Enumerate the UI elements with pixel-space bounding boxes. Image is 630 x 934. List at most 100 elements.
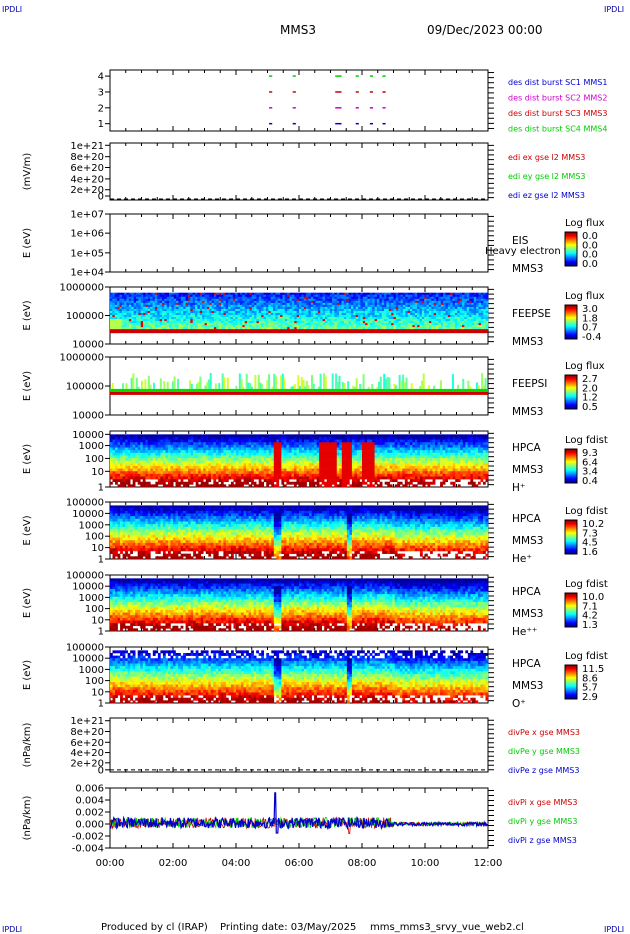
heatmap-cell bbox=[414, 308, 418, 312]
heatmap-cell bbox=[282, 298, 286, 302]
heatmap-cell bbox=[293, 465, 297, 469]
heatmap-cell bbox=[440, 323, 444, 326]
heatmap-cell bbox=[150, 450, 154, 454]
heatmap-cell bbox=[211, 294, 215, 298]
heatmap-cell bbox=[466, 310, 470, 314]
heatmap-cell bbox=[261, 458, 265, 461]
heatmap-cell bbox=[133, 292, 137, 296]
heatmap-cell bbox=[140, 468, 144, 472]
heatmap-cell bbox=[199, 300, 203, 304]
heatmap-cell bbox=[293, 484, 297, 488]
heatmap-cell bbox=[203, 484, 207, 488]
heatmap-cell bbox=[243, 463, 247, 467]
heatmap-cell bbox=[220, 434, 224, 438]
heatmap-cell bbox=[263, 314, 267, 318]
heatmap-cell bbox=[190, 460, 194, 464]
heatmap-cell bbox=[355, 302, 359, 306]
heatmap-cell bbox=[199, 304, 203, 308]
heatmap-cell bbox=[223, 308, 227, 312]
heatmap-cell bbox=[230, 304, 234, 308]
heatmap-cell bbox=[110, 317, 113, 320]
heatmap-cell bbox=[110, 296, 113, 300]
heatmap-cell bbox=[473, 317, 477, 320]
heatmap-cell bbox=[289, 312, 293, 316]
flux-spike bbox=[266, 380, 269, 389]
heatmap-cell bbox=[242, 319, 245, 322]
heatmap-cell bbox=[115, 458, 118, 461]
heatmap-cell bbox=[238, 447, 242, 451]
heatmap-cell bbox=[119, 308, 123, 312]
heatmap-cell bbox=[270, 312, 274, 316]
heatmap-cell bbox=[185, 442, 189, 446]
heatmap-cell bbox=[275, 304, 279, 308]
heatmap-cell bbox=[152, 317, 156, 320]
heatmap-cell bbox=[253, 471, 257, 475]
heatmap-cell bbox=[304, 460, 307, 464]
heatmap-cell bbox=[125, 473, 128, 477]
heatmap-cell bbox=[242, 310, 245, 314]
heatmap-cell bbox=[275, 306, 279, 310]
heatmap-cell bbox=[185, 300, 189, 304]
heatmap-cell bbox=[273, 452, 277, 456]
heatmap-cell bbox=[233, 434, 237, 438]
heatmap-cell bbox=[301, 476, 305, 480]
heatmap-cell bbox=[431, 327, 434, 330]
heatmap-cell bbox=[120, 458, 123, 461]
heatmap-cell bbox=[258, 296, 262, 300]
heatmap-cell bbox=[213, 463, 217, 467]
heatmap-cell bbox=[128, 304, 132, 308]
heatmap-cell bbox=[288, 468, 292, 472]
heatmap-cell bbox=[341, 314, 345, 318]
heatmap-cell bbox=[135, 479, 139, 483]
heatmap-cell bbox=[469, 294, 472, 298]
heatmap-cell bbox=[221, 308, 224, 312]
heatmap-cell bbox=[223, 444, 227, 448]
heatmap-cell bbox=[154, 300, 158, 304]
heatmap-cell bbox=[421, 323, 425, 326]
y-tick-label: 1e+21 bbox=[70, 141, 104, 152]
heatmap-cell bbox=[454, 327, 458, 330]
heatmap-cell bbox=[454, 302, 458, 306]
heatmap-cell bbox=[419, 294, 423, 298]
heatmap-cell bbox=[469, 306, 472, 310]
heatmap-cell bbox=[256, 296, 260, 300]
heatmap-cell bbox=[195, 471, 199, 475]
heatmap-cell bbox=[268, 481, 272, 485]
heatmap-cell bbox=[324, 294, 328, 298]
heatmap-cell bbox=[310, 310, 314, 314]
heatmap-cell bbox=[225, 442, 229, 446]
heatmap-cell bbox=[203, 455, 207, 459]
heatmap-cell bbox=[157, 460, 161, 464]
heatmap-cell bbox=[223, 319, 227, 322]
heatmap-cell bbox=[114, 321, 118, 324]
heatmap-cell bbox=[223, 450, 227, 454]
heatmap-cell bbox=[283, 434, 287, 438]
heatmap-cell bbox=[137, 460, 141, 464]
heatmap-cell bbox=[299, 325, 302, 328]
heatmap-cell bbox=[110, 294, 113, 298]
heatmap-cell bbox=[198, 455, 202, 459]
heatmap-cell bbox=[374, 300, 378, 304]
legend-entry: des dist burst SC4 MMS4 bbox=[508, 125, 607, 134]
heatmap-cell bbox=[157, 292, 160, 296]
heatmap-cell bbox=[185, 484, 189, 488]
heatmap-cell bbox=[376, 312, 380, 316]
heatmap-cell bbox=[120, 444, 123, 448]
heatmap-cell bbox=[142, 455, 146, 459]
heatmap-cell bbox=[239, 323, 243, 326]
heatmap-cell bbox=[230, 321, 234, 324]
heatmap-cell bbox=[180, 468, 184, 472]
heatmap-cell bbox=[412, 312, 416, 316]
heatmap-cell bbox=[445, 304, 449, 308]
heatmap-cell bbox=[162, 465, 166, 469]
heatmap-cell bbox=[237, 302, 241, 306]
heatmap-cell bbox=[393, 310, 397, 314]
heatmap-cell bbox=[147, 304, 151, 308]
heatmap-cell bbox=[152, 312, 156, 316]
heatmap-cell bbox=[183, 439, 186, 443]
heatmap-cell bbox=[350, 310, 354, 314]
heatmap-cell bbox=[210, 484, 214, 488]
heatmap-cell bbox=[293, 452, 297, 456]
heatmap-cell bbox=[185, 304, 189, 308]
heatmap-cell bbox=[117, 442, 121, 446]
